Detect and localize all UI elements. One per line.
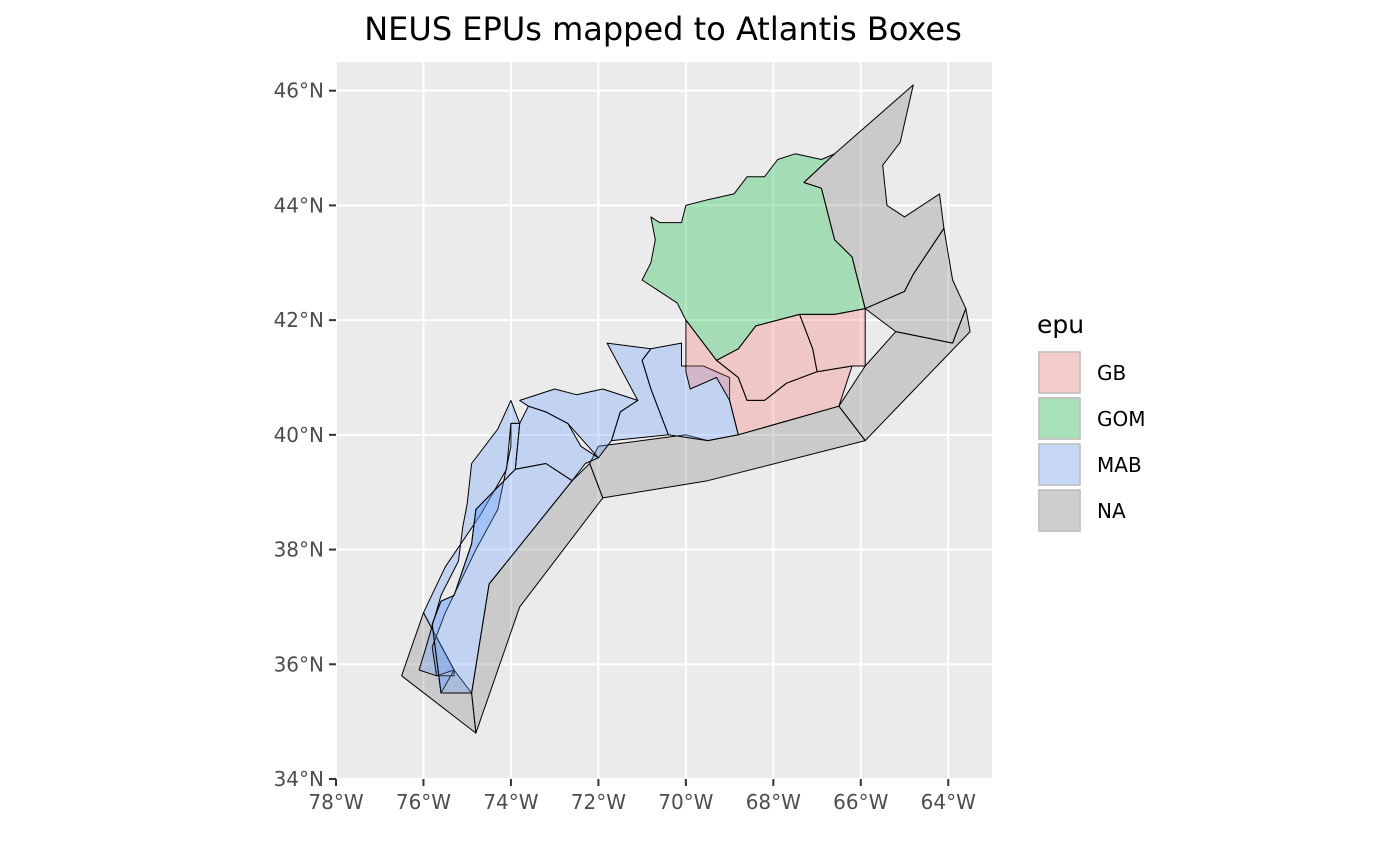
- axis-ticks: 78°W 76°W 74°W 72°W 70°W 68°W 66°W 64°W 34°N 36°N…: [274, 79, 977, 814]
- x-tick-label: 72°W: [571, 790, 626, 814]
- map-title: NEUS EPUs mapped to Atlantis Boxes: [364, 10, 962, 48]
- y-tick-label: 40°N: [274, 423, 324, 447]
- grid-lines: [335, 62, 992, 780]
- legend: epu GB GOM MAB NA: [1037, 310, 1146, 532]
- x-tick-label: 70°W: [658, 790, 713, 814]
- legend-swatch-mab: [1038, 443, 1081, 486]
- y-tick-label: 42°N: [274, 308, 324, 332]
- legend-label-gom: GOM: [1097, 407, 1146, 431]
- atlantis-box-mab: [418, 399, 521, 677]
- atlantis-box-mab: [431, 463, 573, 694]
- plot-panel: [336, 62, 992, 779]
- y-tick-label: 38°N: [274, 538, 324, 562]
- legend-label-na: NA: [1097, 499, 1126, 523]
- x-tick-label: 66°W: [833, 790, 888, 814]
- x-tick-label: 74°W: [483, 790, 538, 814]
- legend-label-gb: GB: [1097, 361, 1126, 385]
- legend-key-background: [1038, 351, 1081, 394]
- legend-key-background: [1038, 489, 1081, 532]
- legend-label-mab: MAB: [1097, 453, 1142, 477]
- legend-title: epu: [1037, 310, 1084, 339]
- y-tick-label: 36°N: [274, 652, 324, 676]
- x-tick-label: 68°W: [746, 790, 801, 814]
- legend-key-background: [1038, 443, 1081, 486]
- x-tick-label: 78°W: [308, 790, 363, 814]
- legend-swatch-na: [1038, 489, 1081, 532]
- legend-swatch-gom: [1038, 397, 1081, 440]
- y-tick-label: 44°N: [274, 193, 324, 217]
- atlantis-box-gom: [641, 153, 866, 361]
- legend-key-background: [1038, 397, 1081, 440]
- atlantis-boxes: [401, 84, 971, 734]
- legend-swatch-gb: [1038, 351, 1081, 394]
- x-tick-label: 76°W: [396, 790, 451, 814]
- x-tick-label: 64°W: [921, 790, 976, 814]
- y-tick-label: 46°N: [274, 79, 324, 103]
- y-tick-label: 34°N: [274, 767, 324, 791]
